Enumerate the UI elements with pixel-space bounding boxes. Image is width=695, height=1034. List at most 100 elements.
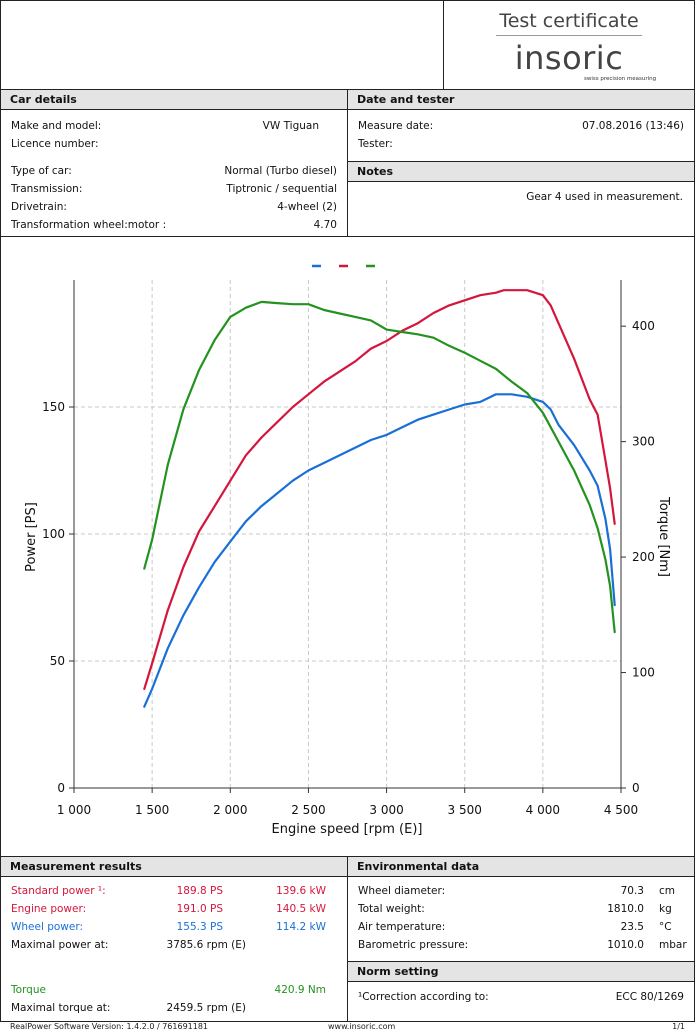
label: Transformation wheel:motor : xyxy=(11,219,167,231)
title-underline xyxy=(496,35,642,36)
y-left-tick-label: 50 xyxy=(50,654,65,668)
chart-axes: 1 000 1 500 2 000 2 500 3 000 3 500 4 000 4 500… xyxy=(42,280,655,817)
chart-series xyxy=(143,289,616,708)
series-line-wheel xyxy=(143,393,616,708)
footer-version: RealPower Software Version: 1.4.2.0 / 76… xyxy=(10,1022,209,1031)
power-torque-chart: 1 000 1 500 2 000 2 500 3 000 3 500 4 000 4 500… xyxy=(24,264,671,837)
logo-text: insoric xyxy=(514,39,624,77)
env-value: 23.5 xyxy=(620,921,644,933)
insoric-logo: insoric xyxy=(444,39,694,77)
label: Drivetrain: xyxy=(11,201,67,213)
torque-label: Torque xyxy=(11,984,46,996)
torque-value: 420.9 Nm xyxy=(274,984,326,996)
y-right-tick-label: 0 xyxy=(632,781,640,795)
doc-title: Test certificate xyxy=(499,10,639,32)
env-unit: cm xyxy=(659,885,676,897)
date-tester-title: Date and tester xyxy=(348,90,694,110)
car-row-type: Type of car: Normal (Turbo diesel) xyxy=(11,163,337,179)
value: 07.08.2016 (13:46) xyxy=(582,120,684,132)
label: Licence number: xyxy=(11,138,99,150)
max-torque-value: 2459.5 rpm (E) xyxy=(166,1002,246,1014)
value: Normal (Turbo diesel) xyxy=(224,165,337,177)
car-row-transformation: Transformation wheel:motor : 4.70 xyxy=(11,217,337,233)
env-unit: mbar xyxy=(659,939,687,951)
car-row-drivetrain: Drivetrain: 4-wheel (2) xyxy=(11,199,337,215)
max-power-label: Maximal power at: xyxy=(11,939,109,951)
logo-tagline: swiss precision measuring xyxy=(584,76,657,82)
label: Transmission: xyxy=(11,183,83,195)
wheel-power-label: Wheel power: xyxy=(11,921,84,933)
value: Tiptronic / sequential xyxy=(226,183,337,195)
env-value: 1810.0 xyxy=(607,903,644,915)
env-unit: kg xyxy=(659,903,672,915)
measurement-results-panel: Measurement results Standard power ¹: 18… xyxy=(0,856,348,1022)
label: Tester: xyxy=(358,138,393,150)
env-value: 70.3 xyxy=(620,885,644,897)
engine-power-label: Engine power: xyxy=(11,903,87,915)
x-tick-label: 3 000 xyxy=(369,803,403,817)
env-label: Air temperature: xyxy=(358,921,446,933)
norm-setting-panel: Norm setting ¹Correction according to: E… xyxy=(347,961,695,1022)
measure-date-row: Measure date: 07.08.2016 (13:46) xyxy=(358,118,684,134)
certificate-header: Test certificate insoric swiss precision… xyxy=(443,0,695,90)
y-right-tick-label: 300 xyxy=(632,435,655,449)
standard-power-kw: 139.6 kW xyxy=(276,885,326,897)
wheel-power-kw: 114.2 kW xyxy=(276,921,326,933)
label: Measure date: xyxy=(358,120,434,132)
engine-power-ps: 191.0 PS xyxy=(176,903,223,915)
value: 4-wheel (2) xyxy=(277,201,337,213)
wheel-power-ps: 155.3 PS xyxy=(176,921,223,933)
max-power-value: 3785.6 rpm (E) xyxy=(166,939,246,951)
x-tick-label: 1 000 xyxy=(57,803,91,817)
y-right-tick-label: 100 xyxy=(632,666,655,680)
x-tick-label: 3 500 xyxy=(448,803,482,817)
car-row-licence: Licence number: xyxy=(11,136,337,152)
y-axis-right-label: Torque [Nm] xyxy=(656,496,671,577)
standard-power-label: Standard power ¹: xyxy=(11,885,106,897)
car-row-transmission: Transmission: Tiptronic / sequential xyxy=(11,181,337,197)
footer-url: www.insoric.com xyxy=(328,1022,396,1031)
x-axis-label: Engine speed [rpm (E)] xyxy=(272,822,423,837)
car-row-make: Make and model: VW Tiguan xyxy=(11,118,337,134)
tester-row: Tester: xyxy=(358,136,684,152)
env-label: Total weight: xyxy=(358,903,425,915)
header-blank-area xyxy=(0,0,444,90)
notes-title: Notes xyxy=(348,162,694,182)
x-tick-label: 2 000 xyxy=(213,803,247,817)
footer-page: 1/1 xyxy=(672,1022,685,1031)
label: Make and model: xyxy=(11,120,102,132)
env-unit: °C xyxy=(659,921,672,933)
car-details-panel: Car details Make and model: VW Tiguan Li… xyxy=(0,89,348,237)
value: VW Tiguan xyxy=(262,120,319,132)
car-details-title: Car details xyxy=(1,90,347,110)
engine-power-kw: 140.5 kW xyxy=(276,903,326,915)
max-torque-label: Maximal torque at: xyxy=(11,1002,111,1014)
series-line-power xyxy=(143,289,616,690)
norm-setting-title: Norm setting xyxy=(348,962,694,982)
y-right-tick-label: 400 xyxy=(632,319,655,333)
env-value: 1010.0 xyxy=(607,939,644,951)
y-left-tick-label: 0 xyxy=(57,781,65,795)
env-label: Wheel diameter: xyxy=(358,885,446,897)
measurement-results-title: Measurement results xyxy=(1,857,347,877)
x-tick-label: 4 000 xyxy=(526,803,560,817)
x-tick-label: 4 500 xyxy=(604,803,638,817)
y-left-tick-label: 150 xyxy=(42,400,65,414)
environmental-title: Environmental data xyxy=(348,857,694,877)
notes-panel: Notes Gear 4 used in measurement. xyxy=(347,161,695,237)
label: Type of car: xyxy=(11,165,72,177)
standard-power-ps: 189.8 PS xyxy=(176,885,223,897)
y-right-tick-label: 200 xyxy=(632,550,655,564)
norm-label: ¹Correction according to: xyxy=(358,991,489,1003)
chart-grid xyxy=(74,280,621,788)
series-line-torque xyxy=(143,300,616,634)
env-label: Barometric pressure: xyxy=(358,939,469,951)
x-tick-label: 1 500 xyxy=(135,803,169,817)
date-tester-panel: Date and tester Measure date: 07.08.2016… xyxy=(347,89,695,162)
environmental-panel: Environmental data Wheel diameter: 70.3 … xyxy=(347,856,695,962)
norm-value: ECC 80/1269 xyxy=(615,991,684,1003)
y-left-tick-label: 100 xyxy=(42,527,65,541)
y-axis-left-label: Power [PS] xyxy=(24,502,39,572)
x-tick-label: 2 500 xyxy=(291,803,325,817)
notes-text: Gear 4 used in measurement. xyxy=(526,191,683,203)
